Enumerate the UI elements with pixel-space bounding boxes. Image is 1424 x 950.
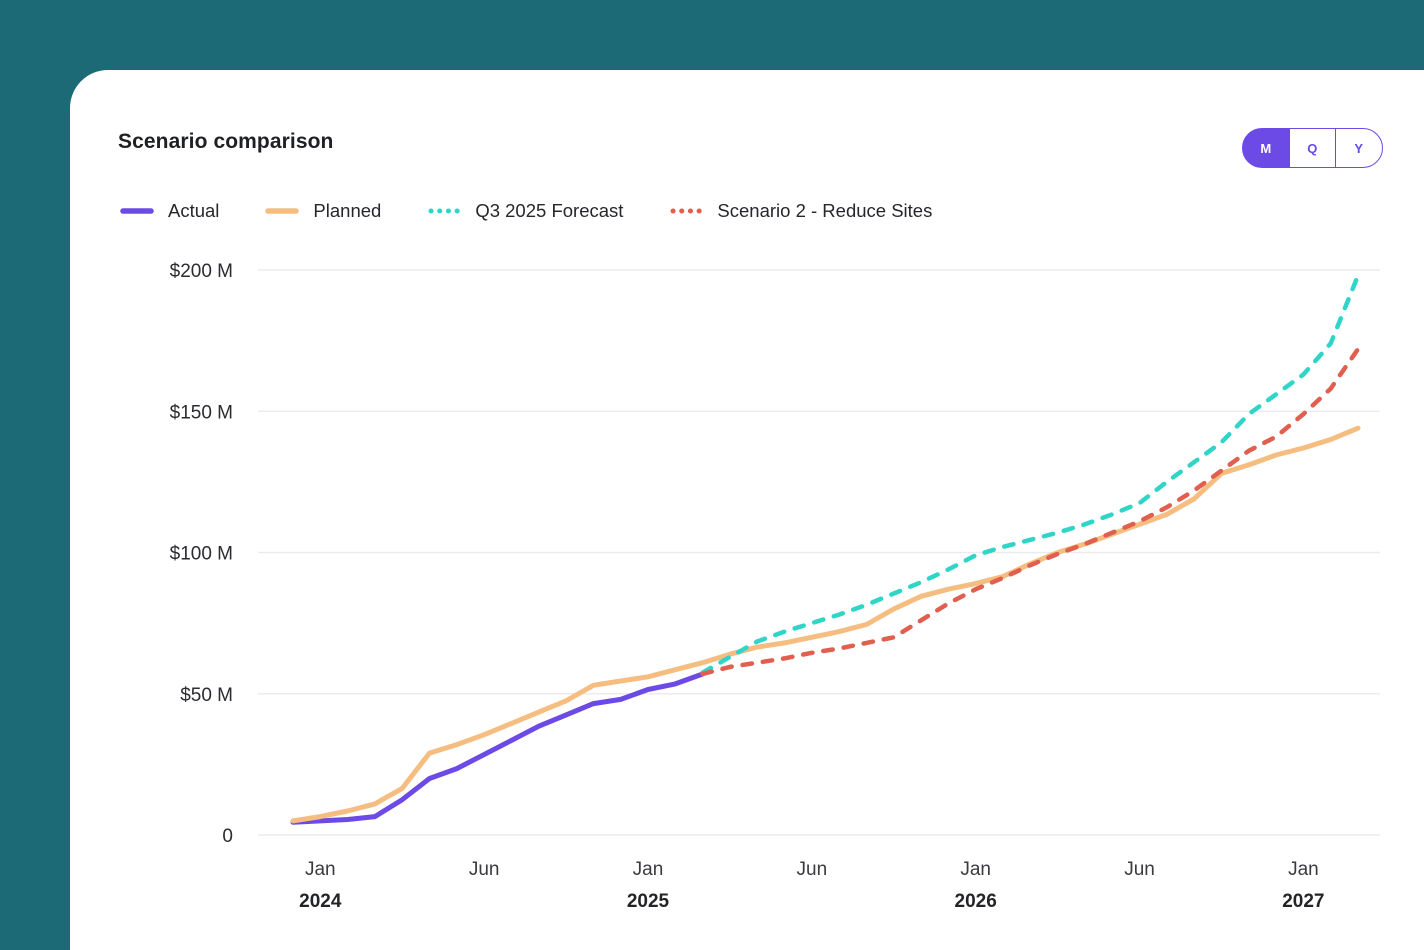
y-axis-tick-label: $50 M xyxy=(180,685,233,706)
x-axis-month-label: Jun xyxy=(1124,859,1155,880)
x-axis-year-label: 2025 xyxy=(627,891,670,912)
legend-label: Planned xyxy=(313,200,382,221)
legend-swatch-icon xyxy=(120,208,154,214)
legend-label: Q3 2025 Forecast xyxy=(475,200,624,221)
series-line-planned xyxy=(290,425,1361,824)
y-axis-tick-label: $200 M xyxy=(170,261,233,282)
y-axis-tick-label: $150 M xyxy=(170,402,233,423)
legend-label: Actual xyxy=(168,200,220,221)
x-axis-month-label: Jan xyxy=(633,859,664,880)
toggle-option-y[interactable]: Y xyxy=(1335,128,1383,168)
legend-item-scenario-2-reduce-sites[interactable]: Scenario 2 - Reduce Sites xyxy=(669,200,932,222)
line-chart: $200 M $150 M $100 M $50 M 0 Jan 2024 Jun Jan 202… xyxy=(170,261,1380,912)
chart-title: Scenario comparison xyxy=(118,130,334,153)
legend-label: Scenario 2 - Reduce Sites xyxy=(717,200,933,221)
series-line-actual xyxy=(290,671,706,825)
series-line-scenario-2-reduce-sites xyxy=(700,346,1361,677)
x-axis-month-label: Jun xyxy=(469,859,500,880)
chart-legend: Actual Planned Q3 2025 Forecast Scenario 2 … xyxy=(120,200,932,222)
legend-item-actual[interactable]: Actual xyxy=(120,200,219,222)
y-axis-tick-label: 0 xyxy=(222,826,233,847)
x-axis-year-label: 2026 xyxy=(955,891,997,912)
legend-item-q3-2025-forecast[interactable]: Q3 2025 Forecast xyxy=(427,200,623,222)
x-axis-month-label: Jun xyxy=(797,859,828,880)
x-axis-month-label: Jan xyxy=(1288,859,1319,880)
y-axis-tick-label: $100 M xyxy=(170,544,233,565)
x-axis-month-label: Jan xyxy=(305,859,336,880)
x-axis-year-label: 2024 xyxy=(299,891,342,912)
series-line-q3-2025-forecast xyxy=(700,273,1361,675)
x-axis-year-label: 2027 xyxy=(1282,891,1324,912)
legend-item-planned[interactable]: Planned xyxy=(265,200,381,222)
legend-swatch-icon xyxy=(265,208,300,214)
x-axis-month-label: Jan xyxy=(960,859,991,880)
